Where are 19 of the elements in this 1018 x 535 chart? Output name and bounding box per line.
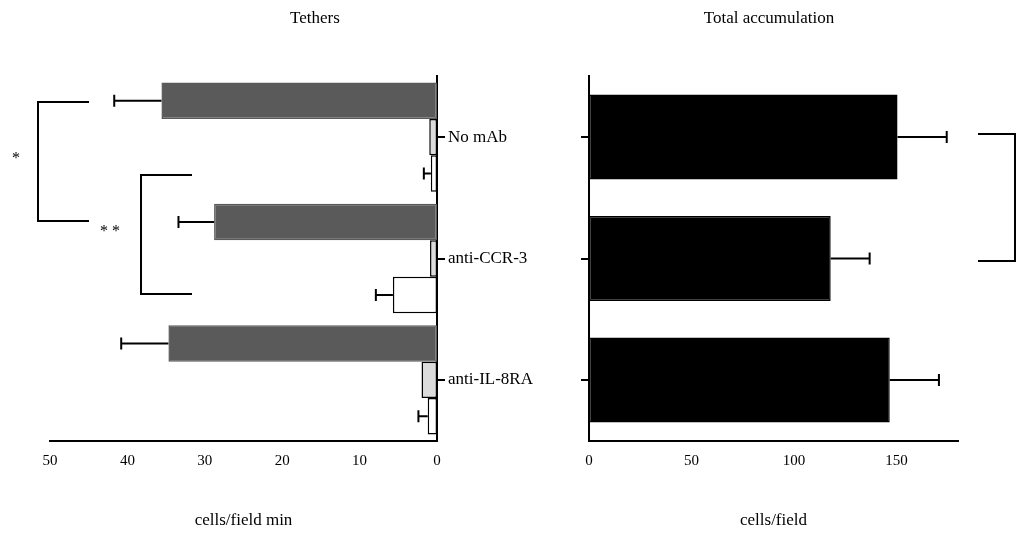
x-axis-title: cells/field	[739, 510, 808, 530]
x-axis-title: cells/field min	[194, 510, 293, 530]
x-tick-label: 0	[433, 451, 441, 468]
y-tick-label: No mAb	[448, 126, 508, 146]
chart-title: Tethers	[290, 7, 340, 27]
x-tick-label: 150	[885, 451, 908, 468]
y-tick-label: anti-IL-8RA	[448, 369, 534, 389]
y-tick-label: anti-CCR-3	[448, 247, 528, 267]
x-tick-label: 10	[352, 451, 368, 468]
chart-title: Total accumulation	[703, 7, 835, 27]
x-tick-label: 50	[42, 451, 58, 468]
text: *	[12, 149, 20, 168]
x-tick-label: 40	[119, 451, 135, 468]
x-tick-label: 0	[585, 451, 593, 468]
x-tick-label: 20	[274, 451, 290, 468]
x-tick-label: 30	[197, 451, 213, 468]
annotation: * *	[100, 222, 120, 241]
x-tick-label: 100	[782, 451, 806, 468]
x-tick-label: 50	[684, 451, 699, 468]
